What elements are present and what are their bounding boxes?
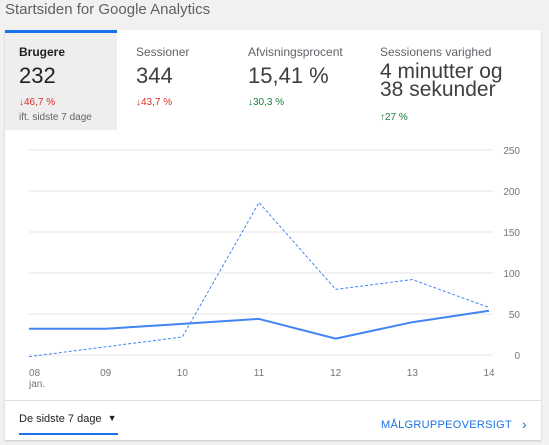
audience-overview-link[interactable]: MÅLGRUPPEOVERSIGT › [381, 416, 527, 432]
x-tick-label: 09 [100, 368, 112, 379]
y-tick-label: 250 [503, 146, 520, 157]
date-range-label: De sidste 7 dage [19, 413, 102, 425]
series-line-dashed [28, 201, 490, 358]
x-tick-label: 12 [330, 368, 342, 379]
metric-label: Afvisningsprocent [248, 45, 343, 59]
metric-delta: ↓46,7 % [19, 97, 56, 108]
x-tick-label: 10 [177, 368, 189, 379]
y-tick-label: 200 [503, 187, 520, 198]
metric-delta: ↓30,3 % [248, 97, 285, 108]
series-line-solid [29, 309, 490, 340]
y-tick-label: 0 [514, 351, 520, 362]
metric-value: 4 minutter og 38 sekunder [380, 60, 503, 101]
footer-divider [5, 400, 541, 401]
metric-tab-sessions[interactable]: Sessioner 344 ↓43,7 % [122, 30, 234, 130]
metric-value: 15,41 % [248, 63, 329, 88]
metric-label: Brugere [19, 45, 66, 59]
page-title: Startsiden for Google Analytics [5, 1, 211, 18]
line-chart: 250 200 150 100 50 0 08 jan. 09 10 11 12 13 14 [5, 130, 541, 400]
metric-label: Sessionens varighed [380, 45, 492, 59]
x-tick-label: 13 [407, 368, 419, 379]
arrow-down-icon: ↓ [19, 97, 24, 108]
chevron-right-icon: › [522, 416, 527, 432]
metric-value: 344 [136, 63, 173, 88]
analytics-card: Brugere 232 ↓46,7 % ift. sidste 7 dage S… [5, 30, 541, 440]
metric-tab-bounce-rate[interactable]: Afvisningsprocent 15,41 % ↓30,3 % [234, 30, 364, 130]
metric-compare-text: ift. sidste 7 dage [19, 112, 92, 123]
metric-tabs: Brugere 232 ↓46,7 % ift. sidste 7 dage S… [5, 30, 541, 130]
metric-value: 232 [19, 63, 56, 88]
x-tick-label: jan. [28, 379, 45, 390]
arrow-down-icon: ↓ [248, 97, 253, 108]
y-tick-label: 100 [503, 269, 520, 280]
date-range-dropdown[interactable]: De sidste 7 dage ▼ [19, 413, 119, 435]
metric-label: Sessioner [136, 45, 190, 59]
y-tick-label: 50 [509, 310, 521, 321]
audience-overview-label: MÅLGRUPPEOVERSIGT [381, 419, 513, 431]
arrow-up-icon: ↑ [380, 112, 385, 123]
metric-tab-session-duration[interactable]: Sessionens varighed 4 minutter og 38 sek… [366, 30, 541, 130]
x-tick-label: 14 [483, 368, 495, 379]
caret-down-icon: ▼ [107, 413, 117, 423]
metric-tab-users[interactable]: Brugere 232 ↓46,7 % ift. sidste 7 dage [5, 30, 117, 130]
metric-delta: ↓43,7 % [136, 97, 173, 108]
metric-delta: ↑27 % [380, 112, 408, 123]
x-tick-label: 08 [29, 368, 41, 379]
arrow-down-icon: ↓ [136, 97, 141, 108]
x-tick-label: 11 [254, 368, 265, 379]
y-tick-label: 150 [503, 228, 520, 239]
